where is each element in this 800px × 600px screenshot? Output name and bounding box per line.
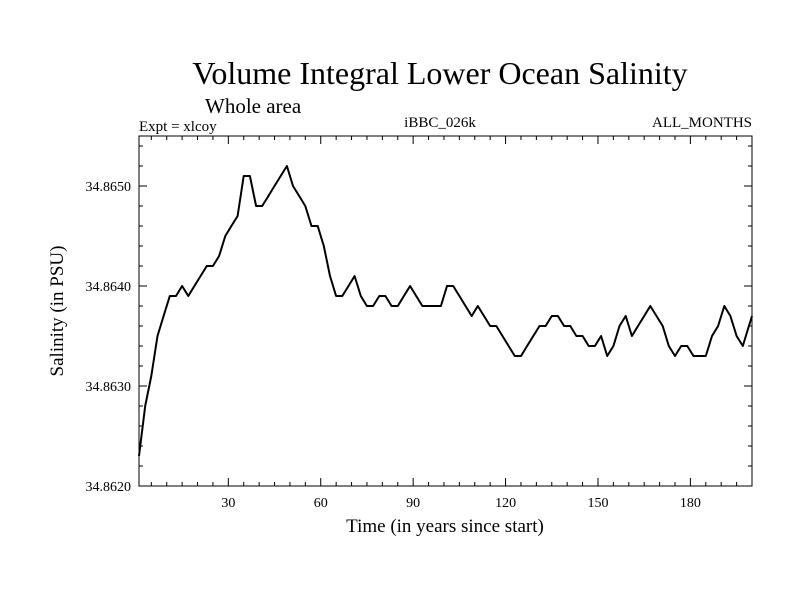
- x-tick-label: 180: [680, 496, 701, 511]
- run-label: iBBC_026k: [404, 115, 476, 131]
- plot-frame: [138, 135, 753, 487]
- y-axis-tick-labels: 34.8620 34.8630 34.8640 34.8650: [86, 180, 132, 495]
- x-axis-label: Time (in years since start): [346, 516, 544, 537]
- chart-subtitle: Whole area: [205, 94, 302, 118]
- y-tick-label: 34.8650: [86, 180, 132, 195]
- experiment-label: Expt = xlcoy: [139, 119, 217, 135]
- x-axis-tick-labels: 30 60 90 120 150 180: [221, 496, 701, 511]
- x-tick-label: 60: [314, 496, 328, 511]
- y-tick-label: 34.8630: [86, 380, 132, 395]
- x-tick-label: 120: [495, 496, 516, 511]
- chart-title: Volume Integral Lower Ocean Salinity: [192, 55, 687, 91]
- x-tick-label: 90: [406, 496, 420, 511]
- series-layer: [138, 165, 753, 457]
- x-tick-label: 30: [221, 496, 235, 511]
- x-tick-label: 150: [587, 496, 608, 511]
- y-tick-label: 34.8620: [86, 480, 132, 495]
- y-tick-label: 34.8640: [86, 280, 132, 295]
- y-axis-label: Salinity (in PSU): [47, 246, 68, 377]
- series-line: [138, 165, 753, 457]
- y-axis-ticks: [139, 145, 752, 487]
- period-label: ALL_MONTHS: [652, 115, 752, 131]
- x-axis-ticks: [150, 136, 738, 486]
